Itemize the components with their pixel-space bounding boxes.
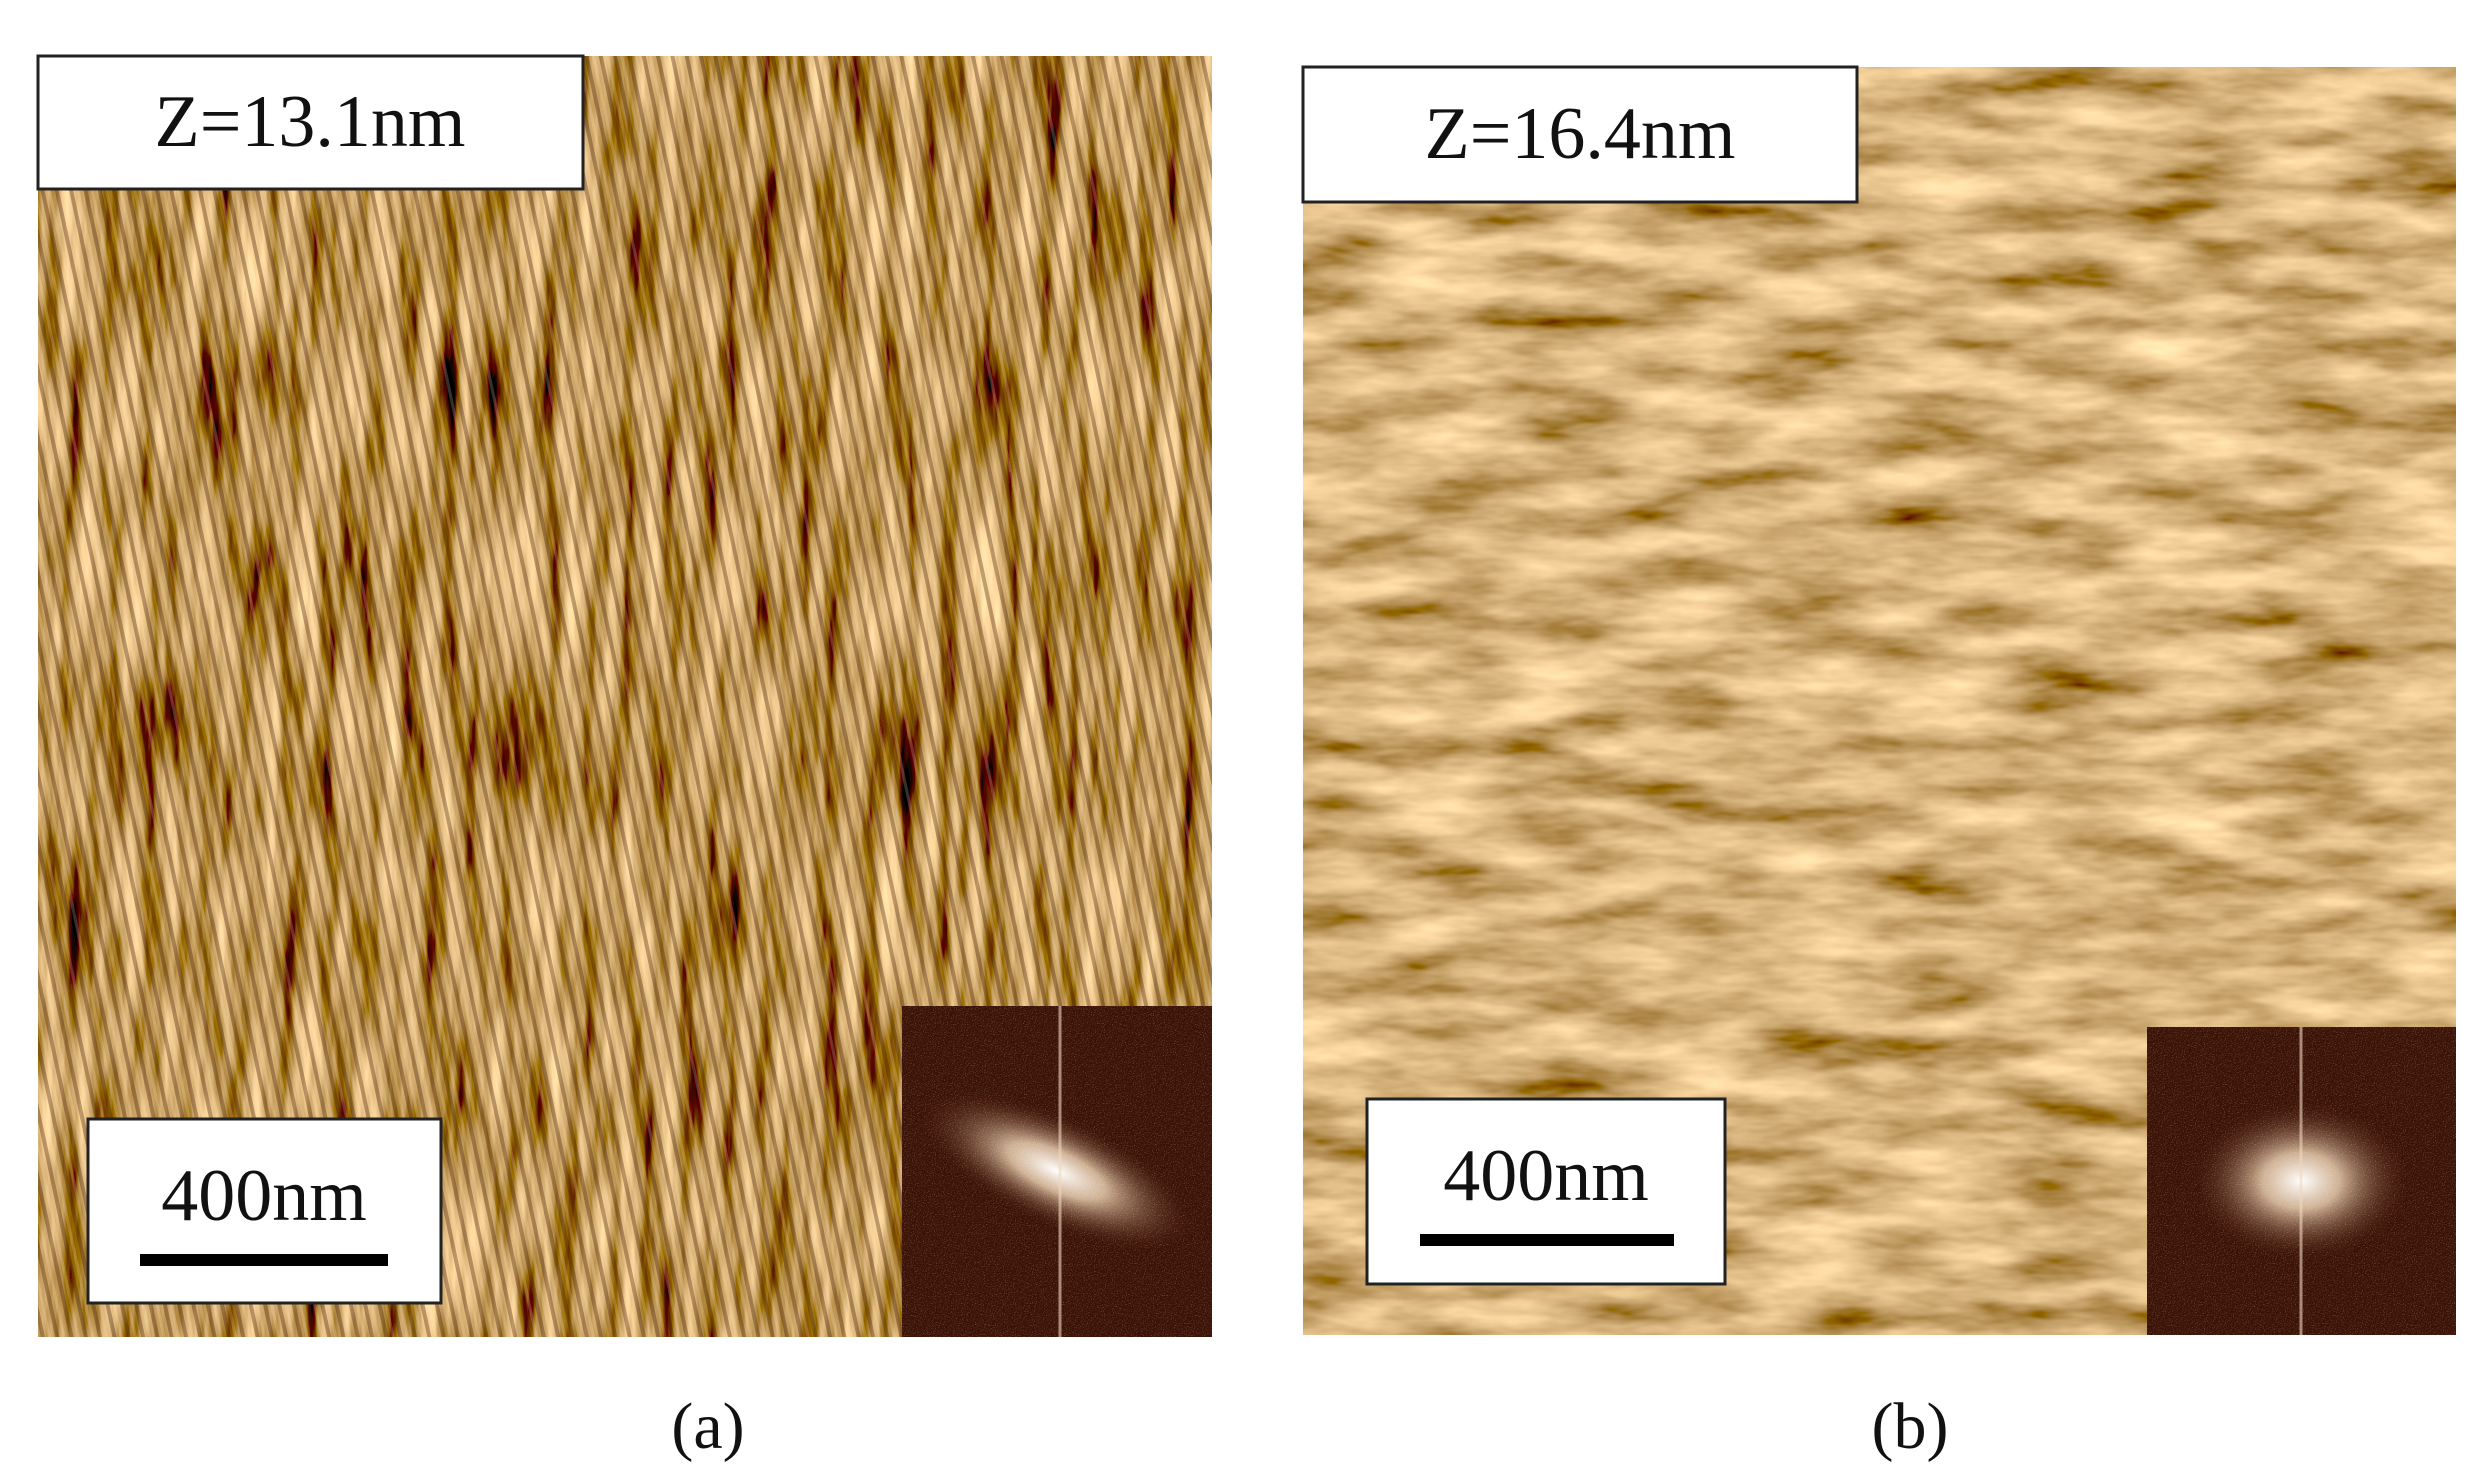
panel-b: Z=16.4nm 400nm <box>1301 65 2456 1335</box>
scale-box <box>86 1117 443 1305</box>
scale-bar <box>140 1254 388 1266</box>
z-label-box <box>36 54 585 191</box>
scale-bar <box>1420 1234 1674 1246</box>
z-label-box <box>1301 65 1859 204</box>
caption: (a) <box>671 1390 744 1463</box>
z-label: Z=16.4nm <box>1425 93 1736 175</box>
z-label: Z=13.1nm <box>155 81 466 163</box>
panel-a: Z=13.1nm 400nm <box>36 54 1212 1337</box>
caption: (b) <box>1872 1390 1949 1463</box>
scale-label: 400nm <box>161 1155 367 1237</box>
scale-box <box>1365 1097 1727 1286</box>
scale-label: 400nm <box>1443 1135 1649 1217</box>
fft-noise <box>902 1006 1212 1337</box>
